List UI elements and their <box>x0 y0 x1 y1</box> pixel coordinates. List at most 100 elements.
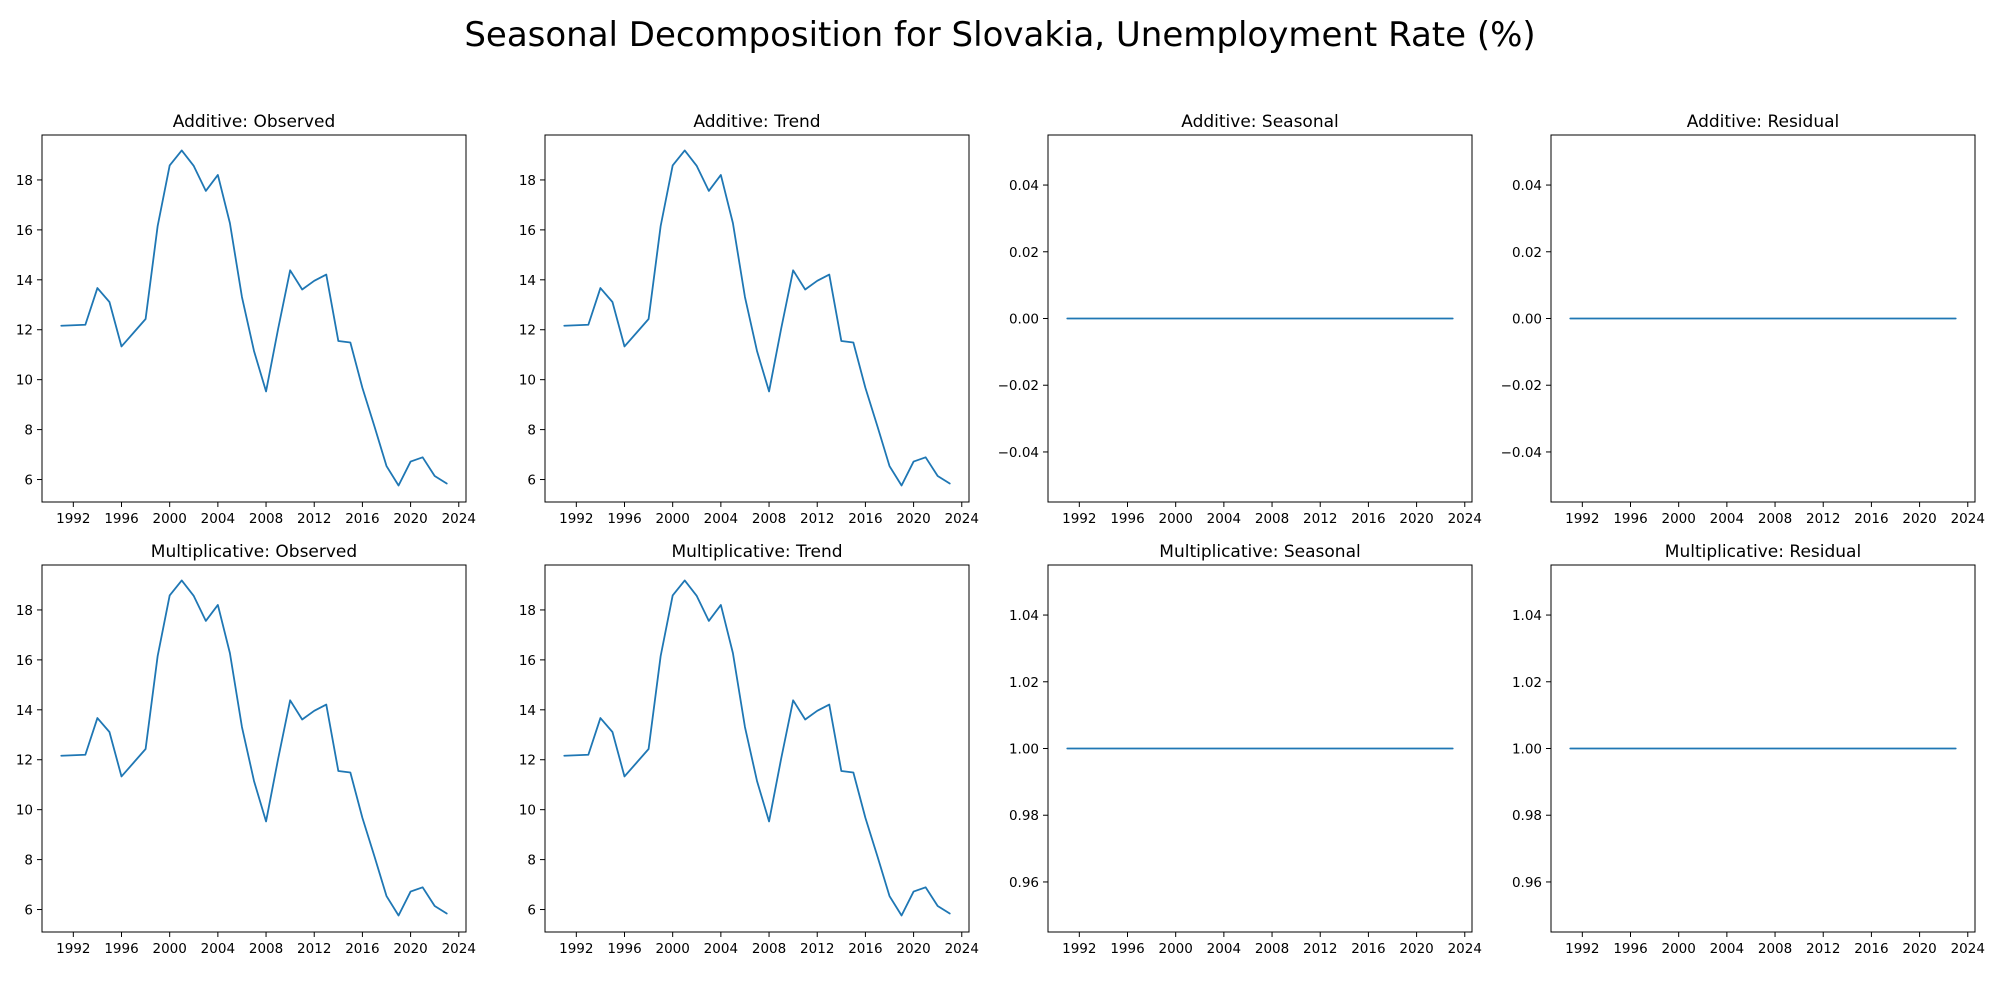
x-tick-label: 2020 <box>1902 511 1936 527</box>
x-tick-label: 1992 <box>559 511 593 527</box>
x-tick-label: 2012 <box>1806 941 1840 957</box>
y-tick-label: 6 <box>24 473 33 489</box>
y-tick-label: 1.00 <box>1512 742 1542 758</box>
x-tick-label: 2008 <box>752 941 786 957</box>
x-tick-label: 2024 <box>1951 941 1985 957</box>
x-tick-label: 2000 <box>656 511 690 527</box>
x-tick-label: 2004 <box>1207 511 1241 527</box>
y-tick-label: 6 <box>527 903 536 919</box>
x-tick-label: 1992 <box>559 941 593 957</box>
plot-area-additive-observed <box>41 134 467 503</box>
x-tick-label: 1992 <box>1565 941 1599 957</box>
plot-area-additive-trend <box>544 134 970 503</box>
subplot-grid: Additive: Observed 6 8 10 12 14 16 18 1992 1996 20… <box>16 112 1985 957</box>
x-tick-label: 2004 <box>1710 511 1744 527</box>
panel-multiplicative-residual: Multiplicative: Residual 0.96 0.98 1.00 1.02… <box>1512 542 1985 957</box>
y-tick-label: 16 <box>519 653 536 669</box>
y-tick-label: 12 <box>16 753 33 769</box>
y-tick-label: −0.02 <box>1501 378 1542 394</box>
y-tick-label: 10 <box>519 373 536 389</box>
panel-additive-seasonal: Additive: Seasonal −0.04 −0.02 0.00 0.02 0.04… <box>998 112 1482 527</box>
x-tick-label: 1992 <box>1062 941 1096 957</box>
y-tick-label: 10 <box>16 803 33 819</box>
x-tick-label: 1992 <box>56 941 90 957</box>
x-tick-label: 1992 <box>1062 511 1096 527</box>
panel-additive-residual: Additive: Residual −0.04 −0.02 0.00 0.02 0.04… <box>1501 112 1985 527</box>
y-tick-label: 14 <box>519 703 536 719</box>
x-tick-label: 2000 <box>1159 511 1193 527</box>
x-tick-label: 2004 <box>1207 941 1241 957</box>
figure-title: Seasonal Decomposition for Slovakia, Une… <box>464 15 1535 55</box>
x-tick-label: 2000 <box>153 941 187 957</box>
y-tick-label: 12 <box>519 323 536 339</box>
x-tick-label: 2016 <box>345 511 379 527</box>
x-tick-label: 2016 <box>345 941 379 957</box>
x-tick-label: 1996 <box>1613 941 1647 957</box>
x-tick-label: 1996 <box>104 511 138 527</box>
x-tick-label: 2016 <box>848 511 882 527</box>
x-tick-label: 2016 <box>1854 941 1888 957</box>
x-tick-label: 2020 <box>1399 941 1433 957</box>
x-tick-label: 2024 <box>945 511 979 527</box>
x-tick-label: 2004 <box>1710 941 1744 957</box>
x-tick-label: 2000 <box>1662 941 1696 957</box>
x-tick-label: 2008 <box>1758 941 1792 957</box>
series-line-multiplicative-trend <box>563 579 951 917</box>
plot-area-multiplicative-observed <box>41 564 467 933</box>
x-tick-label: 1992 <box>56 511 90 527</box>
x-tick-label: 1996 <box>1110 511 1144 527</box>
y-tick-label: 8 <box>24 423 33 439</box>
y-tick-label: 0.02 <box>1009 245 1039 261</box>
x-tick-label: 2000 <box>1662 511 1696 527</box>
x-tick-label: 2012 <box>297 511 331 527</box>
panel-title-additive-observed: Additive: Observed <box>173 112 335 132</box>
y-tick-label: 0.04 <box>1512 178 1542 194</box>
x-tick-label: 2012 <box>297 941 331 957</box>
y-tick-label: 16 <box>519 223 536 239</box>
x-tick-label: 2024 <box>1951 511 1985 527</box>
x-tick-label: 2020 <box>1399 511 1433 527</box>
panel-title-additive-trend: Additive: Trend <box>693 112 820 132</box>
x-tick-label: 1996 <box>104 941 138 957</box>
panel-multiplicative-observed: Multiplicative: Observed 6 8 10 12 14 16 18 1992… <box>16 542 476 957</box>
y-tick-label: 1.04 <box>1009 608 1039 624</box>
x-tick-label: 2012 <box>1303 511 1337 527</box>
y-tick-label: 0.98 <box>1009 808 1039 824</box>
y-tick-label: 14 <box>16 273 33 289</box>
x-tick-label: 2024 <box>945 941 979 957</box>
y-tick-label: 8 <box>527 853 536 869</box>
x-tick-label: 2008 <box>249 941 283 957</box>
x-tick-label: 1996 <box>1110 941 1144 957</box>
x-tick-label: 2016 <box>1351 941 1385 957</box>
y-tick-label: 0.98 <box>1512 808 1542 824</box>
plot-area-multiplicative-trend <box>544 564 970 933</box>
series-line-multiplicative-observed <box>60 579 448 917</box>
y-tick-label: 0.00 <box>1009 312 1039 328</box>
y-tick-label: 18 <box>519 173 536 189</box>
y-tick-label: 0.04 <box>1009 178 1039 194</box>
panel-multiplicative-trend: Multiplicative: Trend 6 8 10 12 14 16 18 1992 199… <box>519 542 979 957</box>
y-tick-label: 1.02 <box>1009 675 1039 691</box>
x-tick-label: 2012 <box>1303 941 1337 957</box>
panel-title-multiplicative-observed: Multiplicative: Observed <box>151 542 357 562</box>
x-tick-label: 1992 <box>1565 511 1599 527</box>
y-tick-label: 6 <box>24 903 33 919</box>
x-tick-label: 2016 <box>1351 511 1385 527</box>
y-tick-label: 1.00 <box>1009 742 1039 758</box>
x-tick-label: 2016 <box>848 941 882 957</box>
y-tick-label: 1.02 <box>1512 675 1542 691</box>
panel-title-multiplicative-trend: Multiplicative: Trend <box>671 542 842 562</box>
panel-title-additive-seasonal: Additive: Seasonal <box>1181 112 1339 132</box>
series-line-additive-observed <box>60 149 448 487</box>
x-tick-label: 2008 <box>752 511 786 527</box>
x-tick-label: 2020 <box>393 941 427 957</box>
x-tick-label: 2000 <box>656 941 690 957</box>
y-tick-label: 14 <box>16 703 33 719</box>
x-tick-label: 2020 <box>896 941 930 957</box>
y-tick-label: 6 <box>527 473 536 489</box>
x-tick-label: 2004 <box>201 941 235 957</box>
y-tick-label: 10 <box>519 803 536 819</box>
y-tick-label: 18 <box>16 173 33 189</box>
y-tick-label: 0.96 <box>1009 875 1039 891</box>
panel-title-multiplicative-residual: Multiplicative: Residual <box>1665 542 1861 562</box>
